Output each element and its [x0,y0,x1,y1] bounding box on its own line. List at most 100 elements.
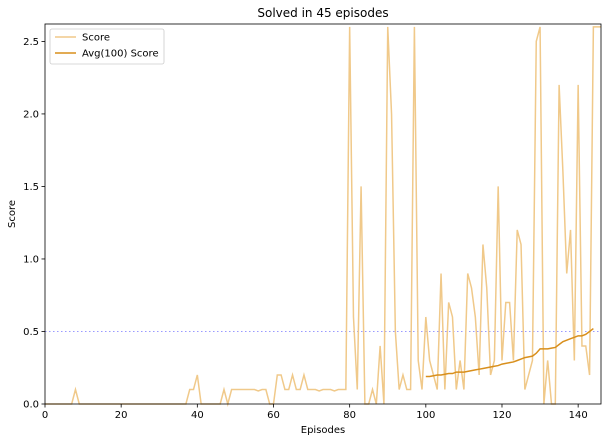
point-avg-100-score-119 [497,365,499,367]
x-tick-label-100: 100 [416,410,435,421]
point-avg-100-score-140 [577,335,579,337]
y-tick-label-2.5: 2.5 [23,37,39,48]
point-score-69 [307,389,309,391]
point-avg-100-score-113 [474,369,476,371]
point-score-99 [421,389,423,391]
point-score-103 [436,389,438,391]
point-score-98 [417,360,419,362]
point-score-94 [402,374,404,376]
point-score-78 [341,389,343,391]
point-score-120 [501,360,503,362]
y-tick-label-2.0: 2.0 [23,109,39,120]
point-score-138 [570,229,572,231]
point-score-68 [303,374,305,376]
axes-frame [44,23,602,405]
point-score-79 [345,389,347,391]
x-axis-label: Episodes [301,425,345,436]
point-score-117 [490,374,492,376]
point-avg-100-score-144 [592,328,594,330]
point-score-95 [406,389,408,391]
point-score-127 [528,374,530,376]
point-score-139 [573,360,575,362]
point-avg-100-score-139 [573,336,575,338]
point-avg-100-score-117 [490,366,492,368]
point-avg-100-score-129 [535,352,537,354]
point-score-67 [299,389,301,391]
axes-background [45,24,601,404]
point-score-72 [318,390,320,392]
legend-label-avg100-score: Avg(100) Score [82,49,159,60]
point-score-80 [349,26,351,28]
point-score-65 [292,374,294,376]
point-score-75 [330,389,332,391]
point-score-88 [379,345,381,347]
point-score-64 [288,389,290,391]
point-score-125 [520,244,522,246]
point-score-92 [394,331,396,333]
point-avg-100-score-137 [566,339,568,341]
point-avg-100-score-133 [551,347,553,349]
point-avg-100-score-125 [520,358,522,360]
point-score-86 [372,389,374,391]
point-avg-100-score-106 [448,373,450,375]
legend-box [49,28,165,65]
point-score-96 [410,389,412,391]
point-score-126 [524,389,526,391]
x-tick-label-80: 80 [343,410,356,421]
point-score-53 [246,389,248,391]
point-score-73 [322,389,324,391]
point-avg-100-score-126 [524,357,526,359]
point-score-128 [532,360,534,362]
point-avg-100-score-101 [429,376,431,378]
point-score-109 [459,360,461,362]
point-score-47 [223,389,225,391]
point-score-56 [257,390,259,392]
point-avg-100-score-109 [459,371,461,373]
point-avg-100-score-116 [486,367,488,369]
y-tick-label-0.0: 0.0 [23,400,39,411]
point-score-50 [235,389,237,391]
point-score-77 [337,389,339,391]
point-avg-100-score-115 [482,368,484,370]
legend-label-score: Score [82,33,110,44]
point-score-90 [387,26,389,28]
point-score-83 [360,186,362,188]
point-score-130 [539,26,541,28]
point-avg-100-score-134 [554,347,556,349]
point-avg-100-score-138 [570,338,572,340]
point-avg-100-score-107 [452,373,454,375]
point-avg-100-score-123 [513,361,515,363]
point-score-51 [238,389,240,391]
point-score-66 [295,389,297,391]
point-score-62 [280,374,282,376]
point-avg-100-score-132 [547,348,549,350]
point-avg-100-score-108 [455,371,457,373]
x-axis-ticks: 0 20 40 60 80 100 120 140 [42,404,588,421]
point-score-137 [566,273,568,275]
point-score-63 [284,389,286,391]
point-score-101 [429,360,431,362]
point-score-58 [265,389,267,391]
point-score-119 [497,186,499,188]
point-avg-100-score-141 [581,335,583,337]
plot-area [44,23,602,407]
point-avg-100-score-112 [471,370,473,372]
point-avg-100-score-124 [516,360,518,362]
point-avg-100-score-121 [505,362,507,364]
x-tick-label-20: 20 [115,410,128,421]
point-score-114 [478,374,480,376]
point-avg-100-score-136 [562,341,564,343]
point-avg-100-score-103 [436,374,438,376]
point-avg-100-score-142 [585,333,587,335]
point-avg-100-score-102 [433,375,435,377]
point-score-140 [577,84,579,86]
point-score-8 [75,389,77,391]
point-avg-100-score-143 [589,331,591,333]
point-avg-100-score-105 [444,373,446,375]
point-score-144 [592,26,594,28]
point-score-115 [482,244,484,246]
point-score-121 [505,302,507,304]
point-score-81 [353,316,355,318]
